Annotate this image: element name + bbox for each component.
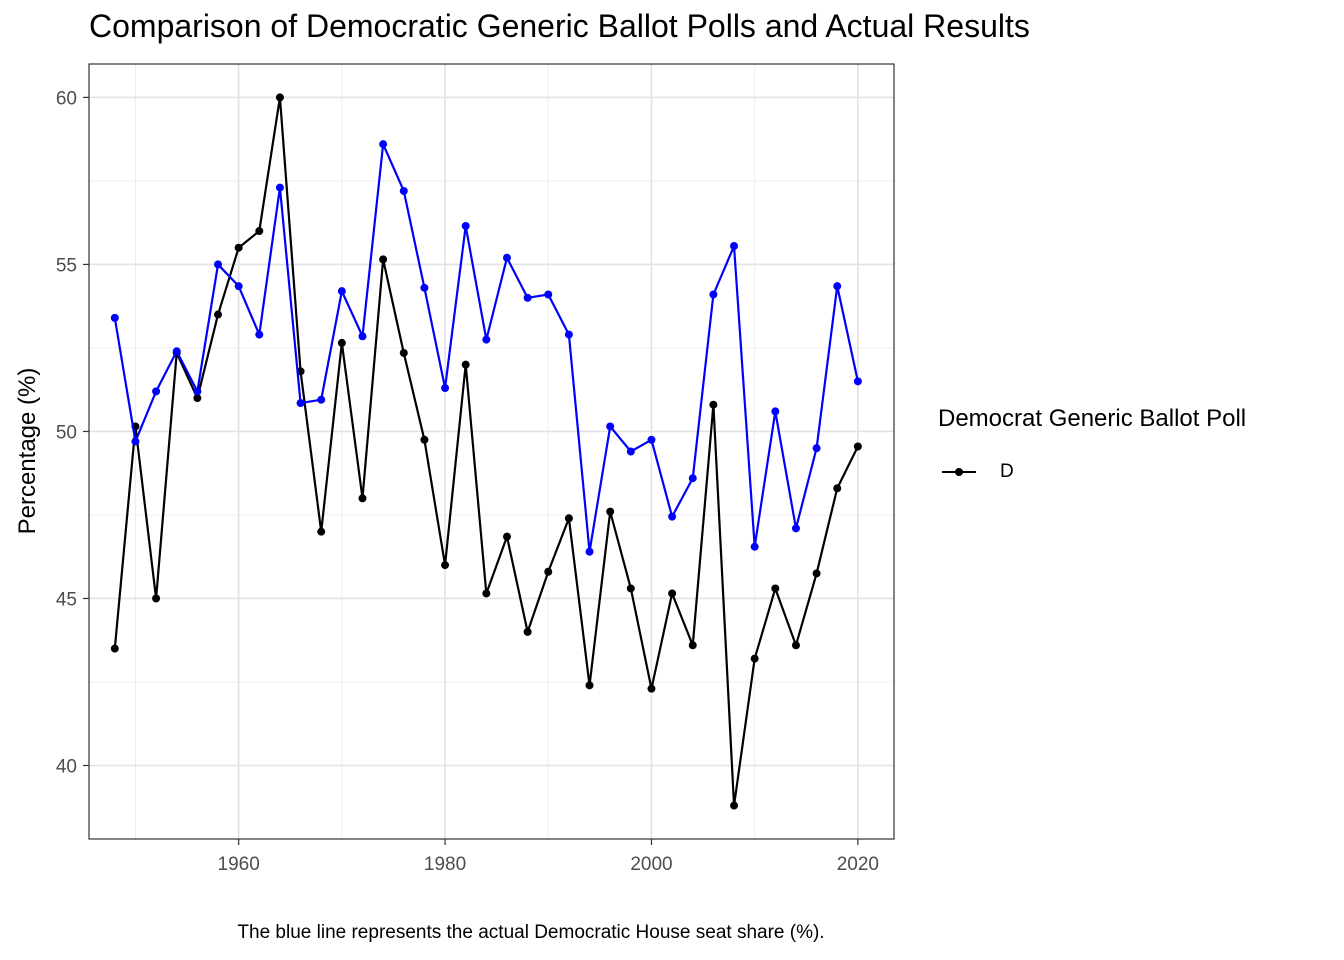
series-1-point	[337, 287, 346, 296]
x-tick-label: 1980	[424, 854, 466, 875]
series-layer	[110, 93, 862, 810]
legend-key-d	[942, 468, 976, 476]
series-1-point	[544, 290, 553, 299]
series-1-point	[131, 437, 140, 446]
series-1-point	[833, 282, 842, 291]
x-tick-label: 2020	[837, 854, 879, 875]
series-d-point	[255, 227, 264, 236]
series-d-point	[214, 310, 223, 319]
y-axis-label: Percentage (%)	[14, 368, 41, 535]
series-1-point	[214, 260, 223, 269]
chart-title: Comparison of Democratic Generic Ballot …	[89, 8, 1030, 44]
series-d-point	[771, 584, 780, 593]
chart-caption: The blue line represents the actual Demo…	[237, 922, 825, 943]
series-1-point	[564, 330, 573, 339]
series-d-point	[853, 442, 862, 451]
series-d-point	[152, 594, 161, 603]
series-1-point	[709, 290, 718, 299]
y-tick-label: 60	[56, 88, 77, 109]
series-1-point	[193, 387, 202, 396]
series-d-point	[564, 514, 573, 523]
series-1-point	[668, 512, 677, 521]
series-1-point	[791, 524, 800, 533]
series-d-point	[606, 507, 615, 516]
legend: Democrat Generic Ballot Poll D	[938, 405, 1247, 482]
y-tick-label: 45	[56, 589, 77, 610]
series-1-point	[730, 242, 739, 251]
series-1-point	[441, 384, 450, 393]
series-d-point	[441, 561, 450, 570]
minor-gridlines	[89, 64, 894, 839]
legend-item-d: D	[938, 457, 1058, 487]
series-1-point	[606, 422, 615, 431]
series-1-point	[152, 387, 161, 396]
series-1-point	[853, 377, 862, 386]
series-d-point	[750, 654, 759, 663]
legend-title: Democrat Generic Ballot Poll	[938, 405, 1247, 432]
y-tick-label: 40	[56, 757, 77, 778]
series-d-point	[709, 400, 718, 409]
series-d-point	[461, 360, 470, 369]
series-d-point	[647, 684, 656, 693]
series-d-point	[730, 801, 739, 810]
series-d-point	[668, 589, 677, 598]
series-1	[110, 140, 862, 556]
series-1-point	[399, 186, 408, 195]
x-axis: 1960 1980 2000 2020	[218, 839, 879, 875]
series-1-point	[750, 542, 759, 551]
series-d-point	[337, 338, 346, 347]
series-1-point	[234, 282, 243, 291]
series-1-point	[585, 547, 594, 556]
series-1-point	[358, 332, 367, 341]
series-d-point	[833, 484, 842, 493]
y-axis: 40 45 50 55 60	[56, 88, 89, 778]
series-d-point	[275, 93, 284, 102]
series-1-point	[110, 313, 119, 322]
series-1-point	[420, 283, 429, 292]
series-1-point	[275, 183, 284, 192]
series-d-point	[585, 681, 594, 690]
series-1-point	[626, 447, 635, 456]
series-1-point	[812, 444, 821, 453]
legend-label-d: D	[1000, 461, 1014, 482]
series-1-point	[296, 399, 305, 408]
series-1-point	[771, 407, 780, 416]
series-d-line	[113, 96, 859, 807]
y-tick-label: 55	[56, 255, 77, 276]
y-tick-label: 50	[56, 422, 77, 443]
series-1-point	[647, 435, 656, 444]
x-tick-label: 2000	[630, 854, 672, 875]
series-d-point	[110, 644, 119, 653]
series-1-point	[688, 474, 697, 483]
series-d-point	[688, 641, 697, 650]
series-d	[110, 93, 862, 810]
series-d-point	[379, 255, 388, 264]
series-d-point	[358, 494, 367, 503]
series-1-point	[255, 330, 264, 339]
panel-border	[88, 63, 895, 840]
x-tick-label: 1960	[218, 854, 260, 875]
series-d-point	[812, 569, 821, 578]
series-1-point	[502, 253, 511, 262]
series-d-point	[626, 584, 635, 593]
series-1-point	[523, 293, 532, 302]
series-d-point	[234, 243, 243, 252]
series-d-point	[317, 527, 326, 536]
series-d-point	[399, 348, 408, 357]
series-d-point	[791, 641, 800, 650]
series-d-point	[544, 567, 553, 576]
series-1-point	[317, 395, 326, 404]
series-d-point	[193, 394, 202, 403]
series-1-point	[379, 140, 388, 149]
series-d-point	[523, 627, 532, 636]
major-gridlines	[89, 64, 894, 839]
series-1-point	[172, 347, 181, 356]
series-1-point	[461, 222, 470, 231]
series-d-point	[482, 589, 491, 598]
series-1-point	[482, 335, 491, 344]
series-d-point	[502, 532, 511, 541]
series-d-point	[420, 435, 429, 444]
